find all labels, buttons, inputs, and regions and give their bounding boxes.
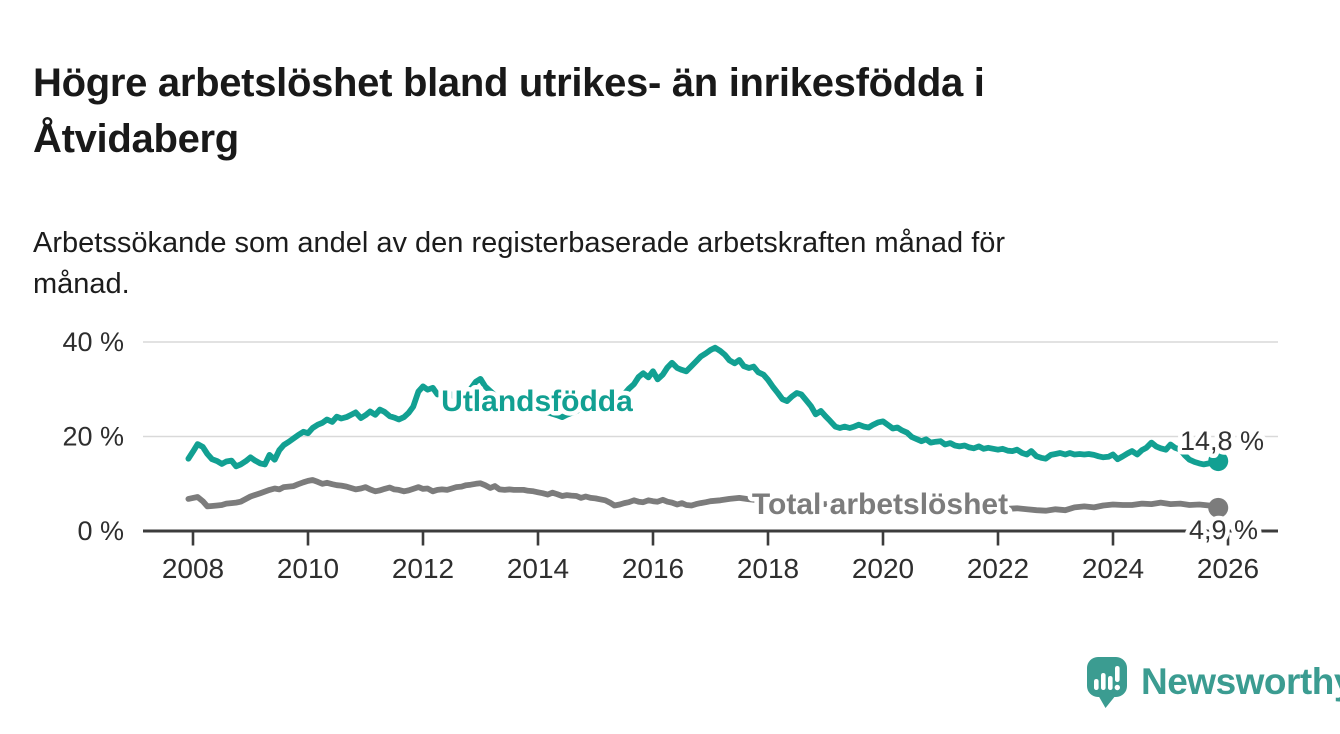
x-tick-label-2014: 2014	[507, 553, 569, 584]
y-tick-label-20: 20 %	[62, 422, 124, 452]
newsworthy-logo-bubble-icon	[1087, 657, 1127, 708]
x-tick-label-2016: 2016	[622, 553, 684, 584]
page-title-line-2: Åtvidaberg	[33, 116, 239, 161]
series-end-value-label-1: 14,8 %	[1180, 426, 1264, 456]
chart-subtitle-line-1: Arbetssökande som andel av den registerb…	[33, 227, 1006, 259]
x-tick-label-2008: 2008	[162, 553, 224, 584]
chart-subtitle: Arbetssökande som andel av den registerb…	[33, 223, 1253, 305]
series-label-0: Total arbetslöshet	[752, 488, 1008, 521]
series-line-0	[185, 477, 1222, 514]
page-title: Högre arbetslöshet bland utrikes- än inr…	[33, 55, 1183, 167]
x-tick-label-2012: 2012	[392, 553, 454, 584]
series-end-dot-1	[1208, 451, 1229, 472]
series-end-dot-0	[1208, 497, 1229, 518]
x-tick-label-2024: 2024	[1082, 553, 1144, 584]
series-label-1: Utlandsfödda	[441, 385, 633, 418]
y-tick-label-0: 0 %	[77, 516, 124, 546]
y-tick-label-40: 40 %	[62, 327, 124, 357]
page-title-line-1: Högre arbetslöshet bland utrikes- än inr…	[33, 60, 985, 105]
bar-chart-glyph	[1094, 666, 1120, 691]
x-tick-label-2026: 2026	[1197, 553, 1259, 584]
x-tick-label-2010: 2010	[277, 553, 339, 584]
series-line-1	[185, 344, 1222, 470]
x-tick-label-2022: 2022	[967, 553, 1029, 584]
newsworthy-logo-text: Newsworthy	[1141, 661, 1340, 702]
series-end-value-label-0: 4,9 %	[1189, 515, 1258, 545]
newsworthy-logo: Newsworthy	[1085, 654, 1340, 710]
x-tick-label-2018: 2018	[737, 553, 799, 584]
x-tick-label-2020: 2020	[852, 553, 914, 584]
chart-subtitle-line-2: månad.	[33, 268, 130, 300]
